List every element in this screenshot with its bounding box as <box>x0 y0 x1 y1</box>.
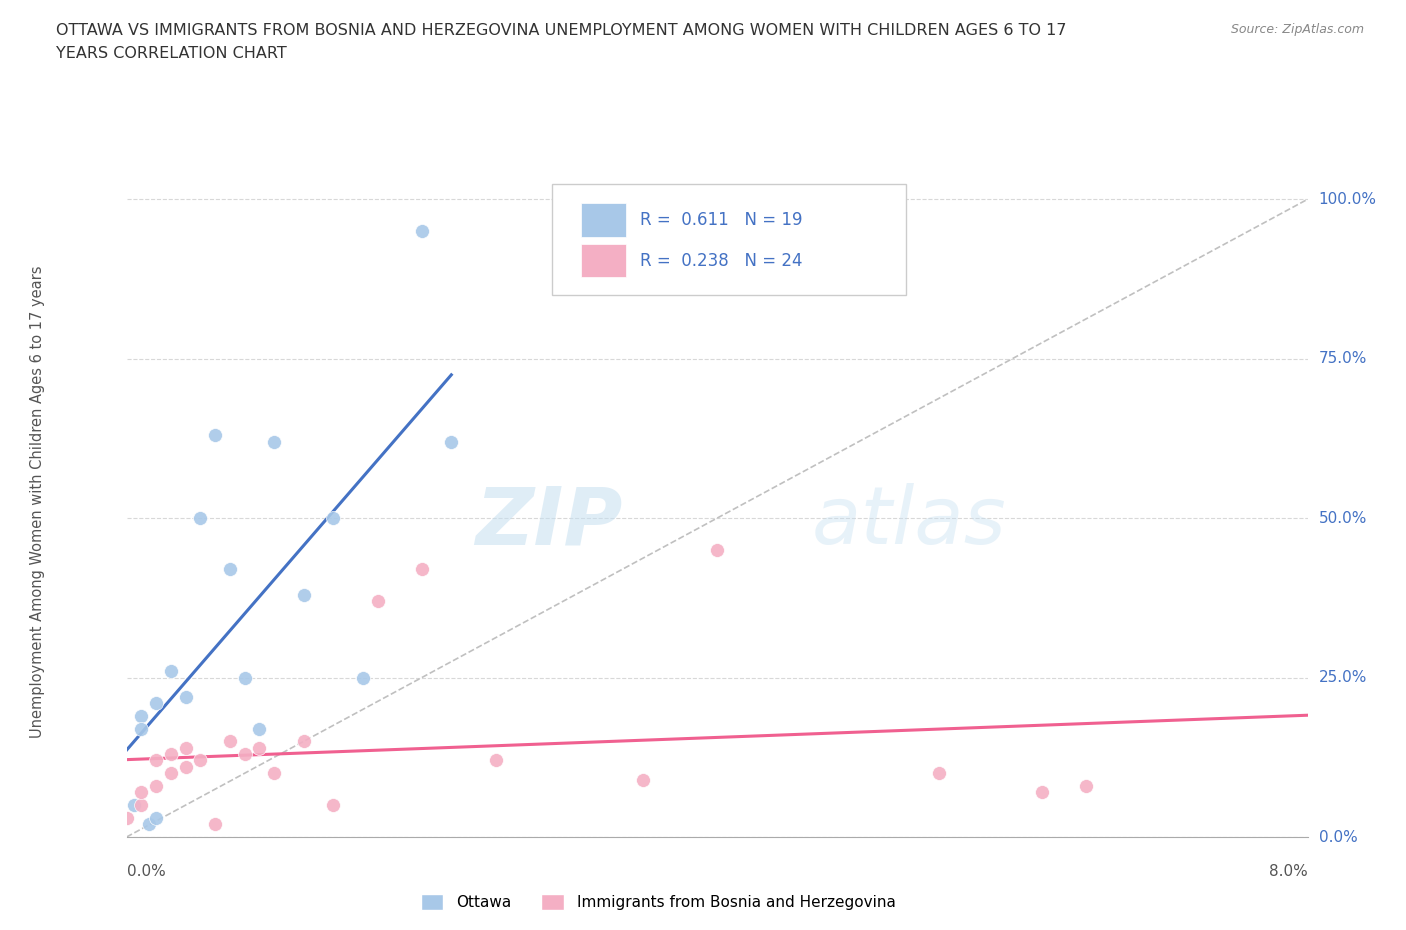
Point <box>263 765 285 780</box>
Point <box>411 224 433 239</box>
Point <box>138 817 160 831</box>
Text: OTTAWA VS IMMIGRANTS FROM BOSNIA AND HERZEGOVINA UNEMPLOYMENT AMONG WOMEN WITH C: OTTAWA VS IMMIGRANTS FROM BOSNIA AND HER… <box>56 23 1067 38</box>
Text: Source: ZipAtlas.com: Source: ZipAtlas.com <box>1230 23 1364 36</box>
Point <box>160 664 183 679</box>
Point <box>322 798 344 813</box>
Point <box>160 747 183 762</box>
Point <box>204 817 226 831</box>
Text: ZIP: ZIP <box>475 484 623 562</box>
Point <box>484 753 508 768</box>
Point <box>219 562 242 577</box>
Point <box>145 810 167 825</box>
Point <box>247 721 270 736</box>
Text: R =  0.611   N = 19: R = 0.611 N = 19 <box>640 211 803 229</box>
Point <box>366 593 388 608</box>
Point <box>145 778 167 793</box>
Point <box>129 709 153 724</box>
Point <box>352 671 374 685</box>
Point <box>247 740 270 755</box>
Point <box>145 753 167 768</box>
Point <box>928 765 950 780</box>
Point <box>1076 778 1098 793</box>
Point <box>440 434 463 449</box>
Text: 50.0%: 50.0% <box>1319 511 1367 525</box>
Point <box>122 798 145 813</box>
Point <box>411 562 433 577</box>
Point <box>129 785 153 800</box>
Point <box>115 810 138 825</box>
Bar <box>581 204 626 237</box>
Point <box>219 734 242 749</box>
Point <box>322 511 344 525</box>
Point <box>145 696 167 711</box>
Point <box>174 740 197 755</box>
Text: 0.0%: 0.0% <box>1319 830 1357 844</box>
Bar <box>581 244 626 277</box>
Point <box>633 772 655 787</box>
FancyBboxPatch shape <box>551 184 905 295</box>
Point <box>129 721 153 736</box>
Point <box>706 542 728 557</box>
Point <box>292 587 315 602</box>
Text: Unemployment Among Women with Children Ages 6 to 17 years: Unemployment Among Women with Children A… <box>31 266 45 738</box>
Legend: Ottawa, Immigrants from Bosnia and Herzegovina: Ottawa, Immigrants from Bosnia and Herze… <box>415 888 901 916</box>
Point <box>174 760 197 775</box>
Text: YEARS CORRELATION CHART: YEARS CORRELATION CHART <box>56 46 287 61</box>
Text: R =  0.238   N = 24: R = 0.238 N = 24 <box>640 252 803 270</box>
Point <box>233 671 256 685</box>
Point <box>292 734 315 749</box>
Text: 100.0%: 100.0% <box>1319 192 1376 206</box>
Text: 75.0%: 75.0% <box>1319 352 1367 366</box>
Point <box>188 753 211 768</box>
Text: atlas: atlas <box>811 484 1007 562</box>
Point <box>1031 785 1053 800</box>
Point <box>233 747 256 762</box>
Point <box>160 765 183 780</box>
Point <box>174 689 197 704</box>
Point <box>188 511 211 525</box>
Text: 25.0%: 25.0% <box>1319 671 1367 685</box>
Text: 0.0%: 0.0% <box>127 864 166 879</box>
Point <box>263 434 285 449</box>
Point <box>204 428 226 443</box>
Text: 8.0%: 8.0% <box>1268 864 1308 879</box>
Point <box>129 798 153 813</box>
